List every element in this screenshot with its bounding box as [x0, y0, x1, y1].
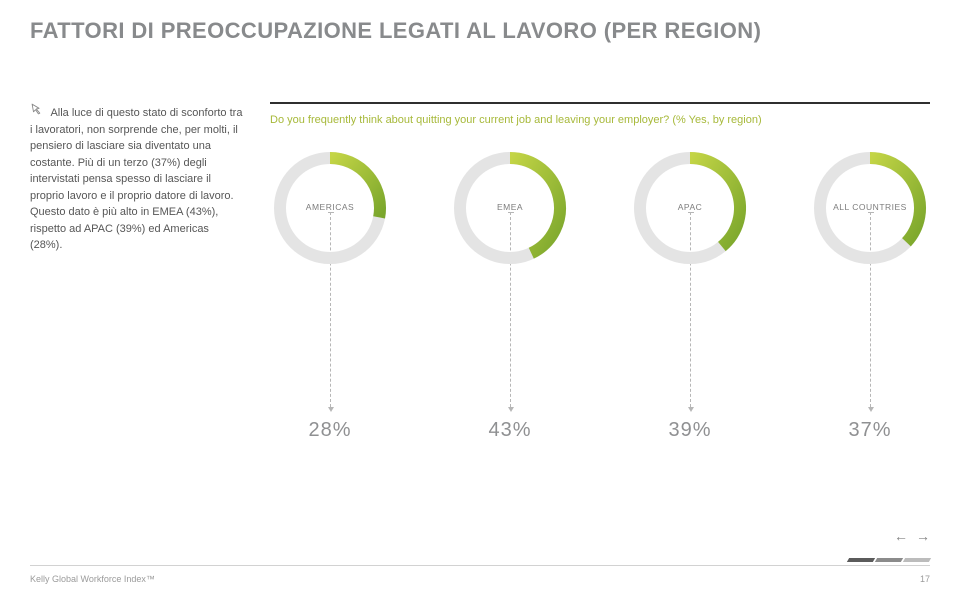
- chart-question: Do you frequently think about quitting y…: [270, 114, 930, 126]
- donut-row: AMERICAS EMEA: [270, 148, 930, 407]
- donut-chart: APAC: [630, 148, 750, 407]
- footer-page-number: 17: [920, 574, 930, 584]
- donut-percentage: 28%: [270, 419, 390, 442]
- left-column: Alla luce di questo stato di sconforto t…: [30, 102, 270, 442]
- donut-percentage: 37%: [810, 419, 930, 442]
- content-row: Alla luce di questo stato di sconforto t…: [0, 44, 960, 442]
- donut-chart: ALL COUNTRIES: [810, 148, 930, 407]
- skew-decor: [847, 558, 875, 562]
- page-title: FATTORI DI PREOCCUPAZIONE LEGATI AL LAVO…: [0, 0, 960, 44]
- footer-separator: [30, 565, 930, 566]
- donut-chart: EMEA: [450, 148, 570, 407]
- donut-chart: AMERICAS: [270, 148, 390, 407]
- pct-row: 28% 43% 39% 37%: [270, 419, 930, 442]
- body-text-content: Alla luce di questo stato di sconforto t…: [30, 107, 242, 251]
- skew-decor: [903, 558, 931, 562]
- footer-source: Kelly Global Workforce Index™: [30, 574, 155, 584]
- nav-prev-icon[interactable]: ←: [894, 528, 908, 544]
- body-text: Alla luce di questo stato di sconforto t…: [30, 102, 244, 254]
- donut-percentage: 43%: [450, 419, 570, 442]
- donut-label: EMEA: [497, 202, 523, 212]
- donut-percentage: 39%: [630, 419, 750, 442]
- donut-label: ALL COUNTRIES: [833, 202, 907, 212]
- chart-column: Do you frequently think about quitting y…: [270, 102, 930, 442]
- donut-label: APAC: [678, 202, 703, 212]
- skew-decor: [875, 558, 903, 562]
- nav-next-icon[interactable]: →: [916, 528, 930, 544]
- nav-arrows: ← →: [894, 528, 930, 544]
- chart-header-rule: [270, 102, 930, 104]
- donut-label: AMERICAS: [306, 202, 354, 212]
- page-footer: Kelly Global Workforce Index™ 17: [30, 574, 930, 584]
- footer-skew-decor: [848, 558, 930, 562]
- pointer-arrow-icon: [30, 102, 44, 116]
